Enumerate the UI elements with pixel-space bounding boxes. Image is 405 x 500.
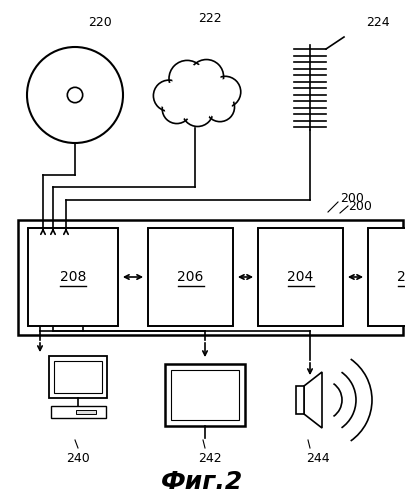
Circle shape (185, 98, 210, 124)
Circle shape (169, 60, 205, 97)
Text: 244: 244 (306, 452, 330, 464)
Polygon shape (304, 372, 322, 428)
Circle shape (156, 83, 182, 108)
Bar (49, 356, 107, 398)
Circle shape (209, 76, 241, 108)
Bar (171, 370, 239, 420)
Bar (54, 361, 102, 393)
Text: 240: 240 (66, 452, 90, 464)
Text: 202: 202 (397, 270, 405, 284)
Circle shape (205, 92, 234, 122)
Text: 200: 200 (348, 200, 372, 213)
Text: 200: 200 (340, 192, 364, 204)
Text: 220: 220 (88, 16, 112, 28)
Circle shape (182, 96, 213, 126)
Bar (296, 386, 304, 414)
Text: Фиг.2: Фиг.2 (161, 470, 244, 494)
Circle shape (67, 88, 83, 102)
Circle shape (153, 80, 185, 112)
Text: 206: 206 (177, 270, 204, 284)
Bar (28, 228, 118, 326)
Text: 222: 222 (198, 12, 222, 24)
Circle shape (172, 64, 202, 94)
Bar (368, 228, 405, 326)
Circle shape (162, 94, 191, 124)
Text: 242: 242 (198, 452, 222, 464)
Ellipse shape (161, 84, 229, 111)
Circle shape (165, 97, 189, 121)
Circle shape (208, 95, 232, 119)
Ellipse shape (156, 75, 234, 113)
Text: 204: 204 (288, 270, 313, 284)
Bar (51, 406, 105, 418)
Text: 208: 208 (60, 270, 86, 284)
Bar (148, 228, 233, 326)
Circle shape (192, 62, 220, 91)
Bar (18, 220, 403, 335)
Circle shape (189, 60, 224, 94)
Circle shape (27, 47, 123, 143)
Bar (165, 364, 245, 426)
Circle shape (212, 79, 238, 104)
Text: 224: 224 (366, 16, 390, 28)
Bar (258, 228, 343, 326)
Bar (76, 410, 96, 414)
